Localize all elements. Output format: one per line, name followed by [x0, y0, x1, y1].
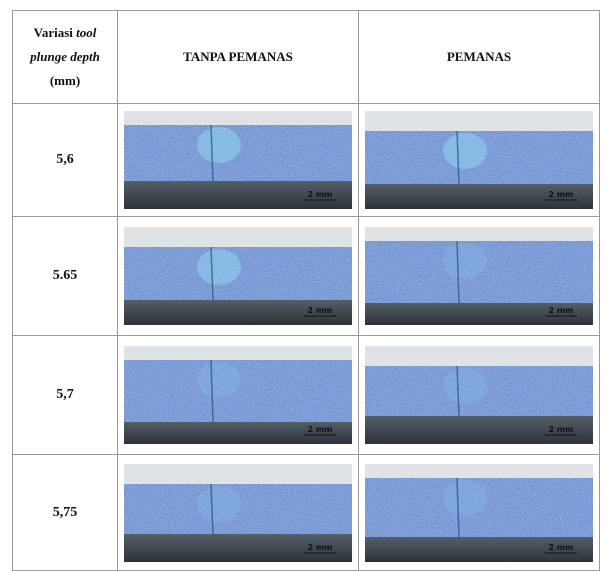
page: html, body { margin: 0; padding: 0; back… [0, 0, 604, 569]
scale-label: 2 mm [307, 306, 332, 315]
micrograph: 2 mm [124, 227, 352, 325]
scale-label: 2 mm [548, 543, 573, 552]
micrograph: 2 mm [124, 464, 352, 562]
image-cell: 2 mm [118, 455, 359, 571]
weld-zone [443, 480, 487, 516]
weld-zone [197, 362, 241, 398]
results-table: Variasi tool plunge depth (mm) TANPA PEM… [12, 10, 600, 571]
header-row: Variasi tool plunge depth (mm) TANPA PEM… [13, 11, 600, 104]
image-cell: 2 mm [118, 217, 359, 336]
specimen [124, 360, 352, 422]
weld-zone [197, 486, 241, 522]
data-row: 5,7 2 mm 2 mm [13, 336, 600, 455]
header-italic: tool [76, 25, 96, 40]
weld-zone [443, 243, 487, 279]
header-unit: (mm) [50, 73, 80, 88]
header-col: TANPA PEMANAS [118, 11, 359, 104]
image-cell: 2 mm [359, 217, 600, 336]
image-cell: 2 mm [359, 455, 600, 571]
header-col: PEMANAS [359, 11, 600, 104]
depth-cell: 5,7 [13, 336, 118, 455]
header-depth: Variasi tool plunge depth (mm) [13, 11, 118, 104]
micrograph: 2 mm [365, 346, 593, 444]
data-row: 5,6 2 mm 2 mm [13, 104, 600, 217]
scale-label: 2 mm [548, 306, 573, 315]
weld-zone [197, 127, 241, 163]
page-body: {"table":{"header":{"variasi":"Variasi",… [0, 0, 604, 569]
depth-cell: 5.65 [13, 217, 118, 336]
micrograph: 2 mm [124, 346, 352, 444]
data-row: 5,75 2 mm 2 mm [13, 455, 600, 571]
image-cell: 2 mm [118, 336, 359, 455]
scale-label: 2 mm [307, 190, 332, 199]
header-text: Variasi [34, 25, 73, 40]
micrograph: 2 mm [124, 111, 352, 209]
table-body: 5,6 2 mm 2 mm 5.65 2 mm 2 mm 5,7 2 mm 2 mm 5,75 2 … [13, 104, 600, 571]
scale-label: 2 mm [307, 543, 332, 552]
scale-label: 2 mm [548, 425, 573, 434]
depth-cell: 5,6 [13, 104, 118, 217]
micrograph: 2 mm [365, 464, 593, 562]
image-cell: 2 mm [118, 104, 359, 217]
micrograph: 2 mm [365, 227, 593, 325]
weld-zone [197, 249, 241, 285]
scale-label: 2 mm [307, 425, 332, 434]
micrograph: 2 mm [365, 111, 593, 209]
scale-label: 2 mm [548, 190, 573, 199]
data-row: 5.65 2 mm 2 mm [13, 217, 600, 336]
image-cell: 2 mm [359, 336, 600, 455]
image-cell: 2 mm [359, 104, 600, 217]
weld-zone [443, 368, 487, 404]
header-italic: plunge depth [30, 49, 100, 64]
weld-zone [443, 133, 487, 169]
depth-cell: 5,75 [13, 455, 118, 571]
